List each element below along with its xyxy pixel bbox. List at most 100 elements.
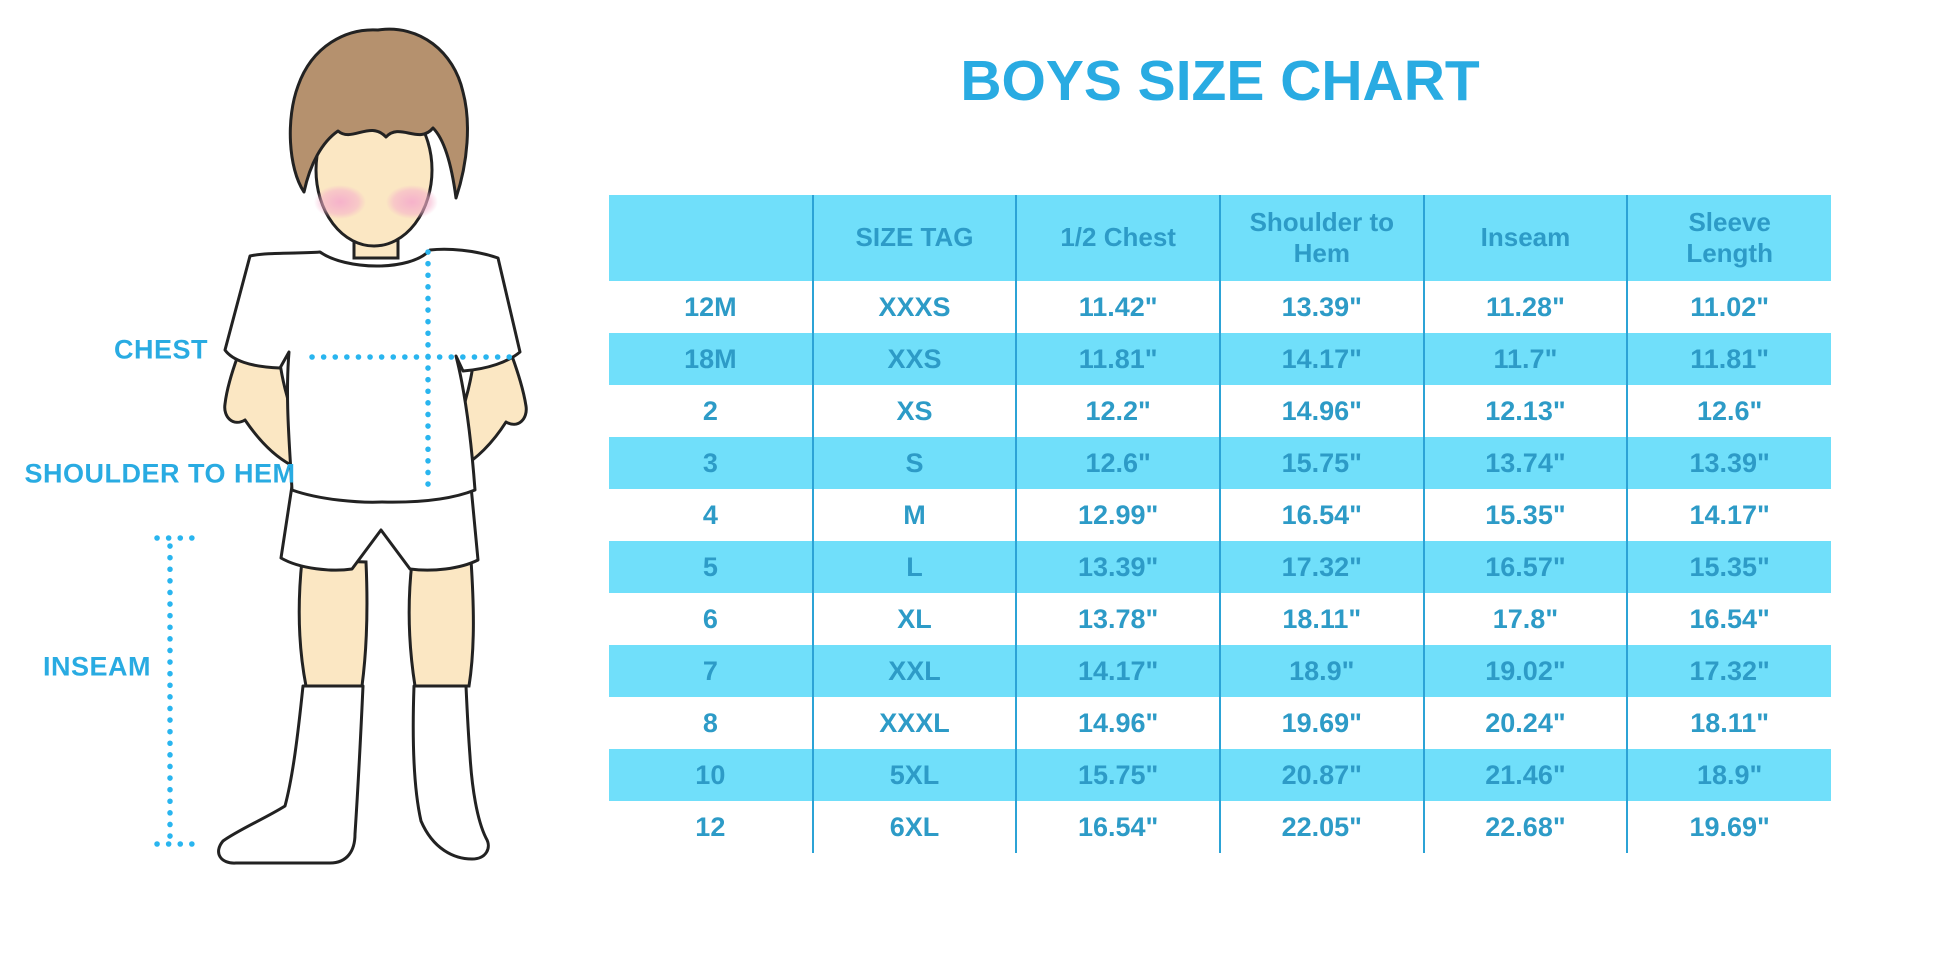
size-cell: 11.02" [1626, 281, 1831, 333]
hair [288, 27, 469, 200]
table-row: 18M XXS 11.81" 14.17" 11.7" 11.81" [609, 333, 1831, 385]
size-cell: XXXL [811, 697, 1017, 749]
size-cell: 17.32" [1626, 645, 1831, 697]
size-cell: 15.75" [1015, 749, 1220, 801]
size-cell: M [811, 489, 1017, 541]
size-cell: 13.74" [1422, 437, 1628, 489]
size-cell: 6 [702, 603, 718, 634]
size-cell: S [811, 437, 1017, 489]
page-title: BOYS SIZE CHART [960, 49, 1480, 113]
size-cell: 12.99" [1015, 489, 1220, 541]
right-sock [411, 684, 490, 861]
size-cell: 18.11" [1626, 697, 1831, 749]
size-cell: 15.35" [1422, 489, 1628, 541]
chest-label: CHEST [113, 334, 209, 365]
size-cell: 16.57" [1422, 541, 1628, 593]
size-cell: 15.75" [1218, 437, 1424, 489]
left-sock [217, 684, 365, 865]
size-cell: 20.87" [1218, 749, 1424, 801]
tshirt [223, 247, 522, 504]
size-cell: 15.35" [1626, 541, 1831, 593]
size-cell: 12 [695, 811, 726, 842]
header-cell-half-chest: 1/2 Chest [1015, 195, 1220, 281]
size-cell: 3 [609, 437, 813, 489]
size-cell: 18.9" [1626, 749, 1831, 801]
right-leg [407, 558, 475, 688]
header-cell-size-tag: SIZE TAG [811, 195, 1017, 281]
size-cell: 6XL [811, 801, 1017, 853]
size-cell: 19.69" [1218, 697, 1424, 749]
size-cell: 13.39" [1015, 541, 1220, 593]
size-cell: 14.96" [1218, 385, 1424, 437]
size-cell: 10 [609, 749, 813, 801]
size-cell: 11.81" [1626, 333, 1831, 385]
size-cell: XXXS [811, 281, 1017, 333]
size-cell: 13.39" [1626, 437, 1831, 489]
size-cell: 11.42" [1015, 281, 1220, 333]
table-row: 5 L 13.39" 17.32" 16.57" 15.35" [609, 541, 1831, 593]
size-cell: XL [811, 593, 1017, 645]
size-cell: 13.78" [1015, 593, 1220, 645]
size-cell: 19.69" [1626, 801, 1831, 853]
size-cell: 7 [609, 645, 813, 697]
header-cell-blank [609, 195, 813, 281]
size-cell: 14.17" [1015, 645, 1220, 697]
size-cell: 5 [609, 541, 813, 593]
size-cell: 18.11" [1218, 593, 1424, 645]
header-cell-inseam: Inseam [1422, 195, 1628, 281]
inseam-label: INSEAM [42, 651, 152, 682]
size-cell: 4 [702, 499, 718, 530]
table-row: 12M XXXS 11.42" 13.39" 11.28" 11.02" [609, 281, 1831, 333]
size-cell: 14.17" [1218, 333, 1424, 385]
table-row: 6 XL 13.78" 18.11" 17.8" 16.54" [609, 593, 1831, 645]
size-cell: 16.54" [1626, 593, 1831, 645]
table-row: 7 XXL 14.17" 18.9" 19.02" 17.32" [609, 645, 1831, 697]
size-cell: 12.2" [1015, 385, 1220, 437]
size-cell: XXS [811, 333, 1017, 385]
size-cell: 16.54" [1218, 489, 1424, 541]
table-row: 2 XS 12.2" 14.96" 12.13" 12.6" [609, 385, 1831, 437]
size-cell: 17.32" [1218, 541, 1424, 593]
header-cell-sleeve-length: Sleeve Length [1626, 195, 1831, 281]
size-cell: L [811, 541, 1017, 593]
left-leg [297, 558, 369, 688]
size-cell: 19.02" [1422, 645, 1628, 697]
table-row: 12 6XL 16.54" 22.05" 22.68" 19.69" [609, 801, 1831, 853]
size-cell: 16.54" [1015, 801, 1220, 853]
size-cell: 14.96" [1015, 697, 1220, 749]
size-cell: 22.05" [1218, 801, 1424, 853]
right-cheek [386, 185, 438, 219]
left-cheek [314, 185, 366, 219]
size-cell: 21.46" [1422, 749, 1628, 801]
table-row: 8 XXXL 14.96" 19.69" 20.24" 18.11" [609, 697, 1831, 749]
size-cell: 8 [702, 707, 718, 738]
size-cell: 13.39" [1218, 281, 1424, 333]
table-row: 10 5XL 15.75" 20.87" 21.46" 18.9" [609, 749, 1831, 801]
size-cell: 17.8" [1422, 593, 1628, 645]
table-row: 4 M 12.99" 16.54" 15.35" 14.17" [609, 489, 1831, 541]
size-table-head: SIZE TAG 1/2 Chest Shoulder to Hem Insea… [609, 195, 1831, 281]
size-cell: 11.7" [1422, 333, 1628, 385]
size-cell: 12M [684, 291, 737, 322]
size-cell: 20.24" [1422, 697, 1628, 749]
size-cell: 11.28" [1422, 281, 1628, 333]
size-cell: 12.13" [1422, 385, 1628, 437]
size-cell: XS [811, 385, 1017, 437]
size-cell: 2 [702, 395, 718, 426]
size-cell: 14.17" [1626, 489, 1831, 541]
shoulder-to-hem-label: SHOULDER TO HEM [24, 458, 296, 489]
header-row: SIZE TAG 1/2 Chest Shoulder to Hem Insea… [609, 195, 1831, 281]
size-table-body: 12M XXXS 11.42" 13.39" 11.28" 11.02" 18M XXS 11.… [609, 281, 1831, 853]
table-row: 3 S 12.6" 15.75" 13.74" 13.39" [609, 437, 1831, 489]
size-cell: 5XL [811, 749, 1017, 801]
size-cell: 22.68" [1422, 801, 1628, 853]
size-cell: 12.6" [1626, 385, 1831, 437]
size-cell: 18.9" [1218, 645, 1424, 697]
boy-illustration [154, 27, 528, 865]
size-cell: 12.6" [1015, 437, 1220, 489]
size-cell: 11.81" [1015, 333, 1220, 385]
size-cell: XXL [811, 645, 1017, 697]
size-table: SIZE TAG 1/2 Chest Shoulder to Hem Insea… [609, 195, 1831, 853]
header-cell-shoulder-to-hem: Shoulder to Hem [1218, 195, 1424, 281]
